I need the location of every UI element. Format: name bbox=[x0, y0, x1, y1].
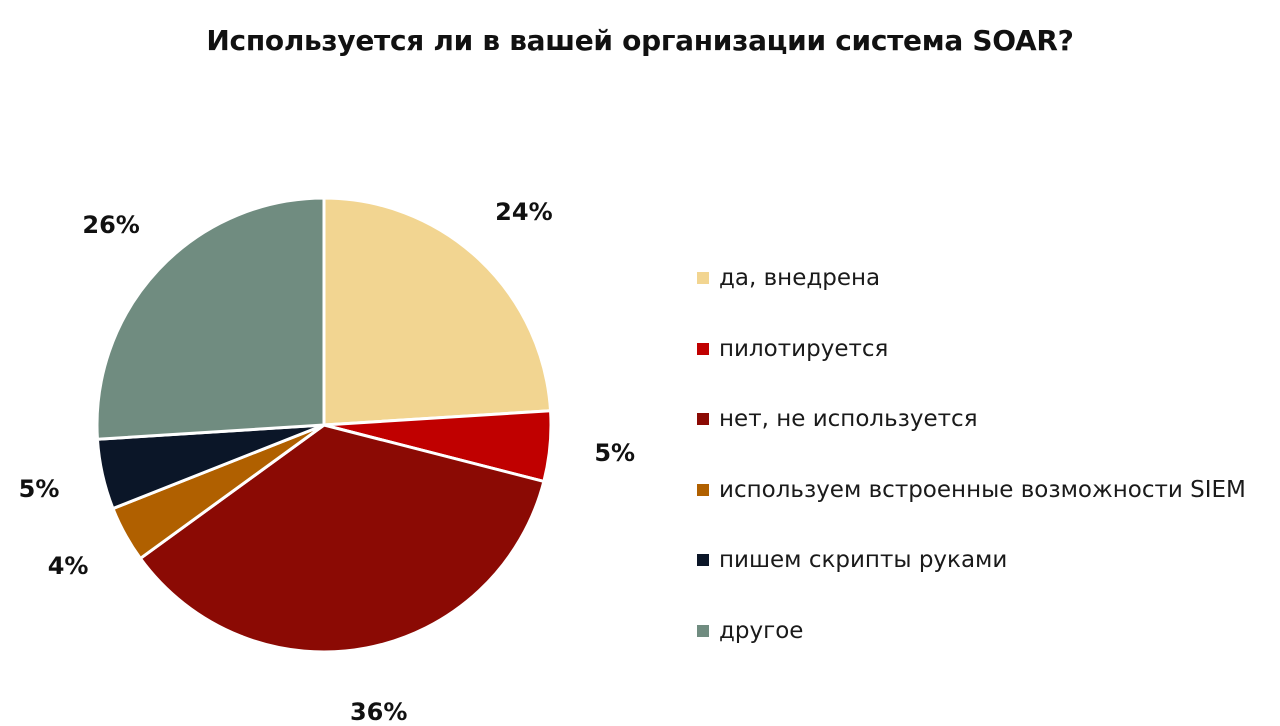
legend-item: нет, не используется bbox=[697, 399, 978, 439]
legend-item: пилотируется bbox=[697, 329, 888, 369]
legend-swatch bbox=[697, 483, 709, 496]
pie-slice bbox=[322, 196, 553, 427]
legend-label: пишем скрипты руками bbox=[719, 547, 1008, 574]
legend-item: пишем скрипты руками bbox=[697, 540, 1007, 580]
legend-swatch bbox=[697, 625, 709, 637]
legend-swatch bbox=[697, 413, 709, 426]
chart-title: Используется ли в вашей организации сист… bbox=[206, 24, 1074, 57]
slice-value-label: 26% bbox=[82, 211, 140, 240]
pie-slice bbox=[138, 423, 546, 654]
pie-slice bbox=[95, 196, 326, 441]
legend-swatch bbox=[697, 272, 709, 284]
legend-item: да, внедрена bbox=[697, 258, 880, 298]
legend-label: другое bbox=[719, 618, 804, 644]
slice-value-label: 5% bbox=[18, 474, 60, 503]
legend-item: другое bbox=[697, 611, 803, 651]
slice-value-label: 5% bbox=[594, 438, 636, 467]
legend-swatch bbox=[697, 342, 709, 355]
slice-value-label: 4% bbox=[47, 551, 89, 580]
legend-item: используем встроенные возможности SIEM bbox=[697, 470, 1246, 510]
slice-value-label: 36% bbox=[349, 697, 408, 726]
legend-label: пилотируется bbox=[719, 335, 889, 362]
legend-label: используем встроенные возможности SIEM bbox=[719, 476, 1246, 503]
legend-label: да, внедрена bbox=[719, 265, 881, 291]
legend-swatch bbox=[697, 554, 709, 567]
legend-label: нет, не используется bbox=[719, 406, 978, 433]
slice-value-label: 24% bbox=[495, 198, 553, 227]
